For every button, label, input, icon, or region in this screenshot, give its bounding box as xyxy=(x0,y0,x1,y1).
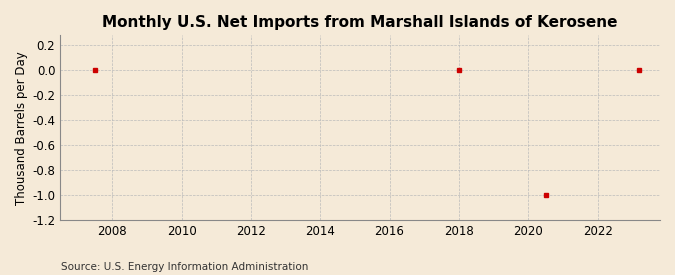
Text: Source: U.S. Energy Information Administration: Source: U.S. Energy Information Administ… xyxy=(61,262,308,272)
Title: Monthly U.S. Net Imports from Marshall Islands of Kerosene: Monthly U.S. Net Imports from Marshall I… xyxy=(103,15,618,30)
Y-axis label: Thousand Barrels per Day: Thousand Barrels per Day xyxy=(15,51,28,205)
